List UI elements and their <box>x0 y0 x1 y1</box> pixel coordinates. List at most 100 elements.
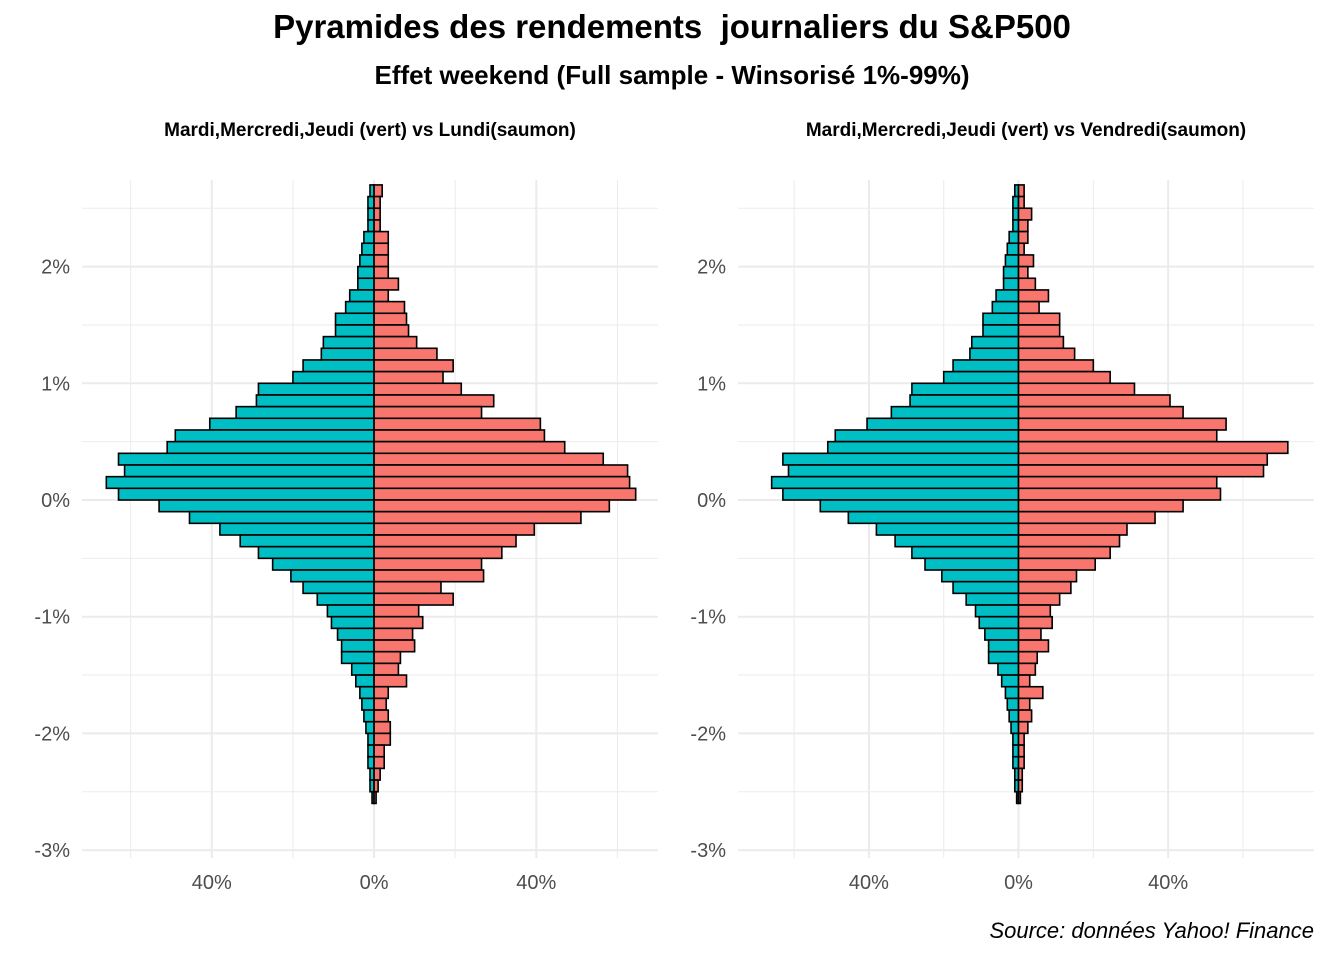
bar-right <box>1017 452 1269 466</box>
bar-left <box>1012 219 1020 233</box>
bar-right <box>373 720 392 735</box>
bar-right <box>1017 790 1022 805</box>
bar-right <box>373 370 444 385</box>
bar-right <box>1017 709 1033 723</box>
bar-right <box>1017 662 1037 676</box>
bar-left <box>1012 732 1020 746</box>
bar-right <box>1017 569 1078 583</box>
bar-left <box>357 265 375 280</box>
bar-right <box>1017 289 1050 303</box>
bar-left <box>340 639 375 653</box>
bar-right <box>373 732 392 746</box>
bar-left <box>208 417 375 431</box>
bar-right <box>373 429 546 443</box>
x-tick-label: 0% <box>360 872 389 894</box>
bar-right <box>1017 755 1025 770</box>
series-left <box>105 184 375 805</box>
bar-right <box>373 289 390 303</box>
bar-right <box>373 324 410 338</box>
bar-right <box>1017 604 1052 618</box>
bar-right <box>1017 417 1227 431</box>
bar-left <box>357 277 375 291</box>
bar-left <box>826 440 1020 455</box>
y-tick-label: -1% <box>690 607 726 629</box>
bar-left <box>365 720 375 735</box>
bar-right <box>373 394 495 408</box>
bar-left <box>105 475 375 490</box>
bar-left <box>1008 709 1020 723</box>
bar-right <box>1017 335 1065 350</box>
bar-right <box>1017 195 1025 210</box>
bar-left <box>326 604 375 618</box>
bar-left <box>302 359 375 373</box>
bar-right <box>373 475 631 490</box>
bar-right <box>1017 359 1095 373</box>
bar-left <box>1012 744 1020 758</box>
facet-title: Mardi,Mercredi,Jeudi (vert) vs Vendredi(… <box>806 120 1246 141</box>
bar-right <box>1017 639 1050 653</box>
bar-right <box>373 219 381 233</box>
bar-left <box>330 615 375 630</box>
bar-left <box>1004 685 1020 700</box>
bar-right <box>373 440 566 455</box>
bar-left <box>292 370 375 385</box>
bar-right <box>373 592 454 606</box>
bar-right <box>1017 615 1053 630</box>
bar-left <box>348 289 375 303</box>
bar-left <box>1010 720 1020 735</box>
bar-left <box>1004 254 1020 268</box>
x-tick-label: 0% <box>1004 872 1033 894</box>
bar-left <box>334 312 375 326</box>
bar-right <box>1017 545 1111 560</box>
y-tick-label: -2% <box>34 723 70 745</box>
y-tick-label: 1% <box>41 373 70 395</box>
bar-left <box>158 499 375 513</box>
bar-right <box>373 604 420 618</box>
bar-left <box>894 534 1020 548</box>
bar-right <box>1017 499 1184 513</box>
bar-left <box>991 300 1020 315</box>
bar-left <box>367 744 375 758</box>
bar-right <box>373 790 377 805</box>
bar-right <box>373 405 483 420</box>
bar-right <box>373 580 442 595</box>
x-tick-label: 40% <box>516 872 556 894</box>
y-tick-label: -1% <box>34 607 70 629</box>
bar-left <box>909 394 1020 408</box>
bar-right <box>373 195 381 210</box>
bar-right <box>373 487 637 501</box>
bar-left <box>367 219 375 233</box>
bar-left <box>257 545 375 560</box>
bar-right <box>373 779 379 793</box>
bar-left <box>367 755 375 770</box>
bar-left <box>1006 697 1020 711</box>
bar-left <box>1006 242 1020 256</box>
bar-right <box>373 755 385 770</box>
bar-left <box>911 382 1020 396</box>
bar-left <box>819 499 1020 513</box>
x-tick-label: 40% <box>849 872 889 894</box>
series-right <box>373 184 637 805</box>
bar-right <box>373 359 454 373</box>
bar-left <box>239 534 375 548</box>
bar-right <box>1017 324 1061 338</box>
bar-left <box>987 650 1020 665</box>
bar-left <box>359 685 375 700</box>
bar-right <box>373 557 483 571</box>
bar-left <box>340 650 375 665</box>
bar-right <box>1017 219 1029 233</box>
bar-right <box>1017 487 1222 501</box>
x-tick-label: 40% <box>192 872 232 894</box>
bar-right <box>373 265 390 280</box>
bar-right <box>1017 720 1029 735</box>
bar-left <box>117 487 375 501</box>
bar-right <box>1017 464 1265 478</box>
bar-left <box>350 662 375 676</box>
bar-left <box>1012 207 1020 221</box>
facet-panel-2: Mardi,Mercredi,Jeudi (vert) vs Vendredi(… <box>690 120 1314 894</box>
bar-right <box>373 312 408 326</box>
bar-right <box>373 627 414 641</box>
bar-right <box>1017 744 1025 758</box>
bar-left <box>123 464 375 478</box>
bar-left <box>970 335 1020 350</box>
